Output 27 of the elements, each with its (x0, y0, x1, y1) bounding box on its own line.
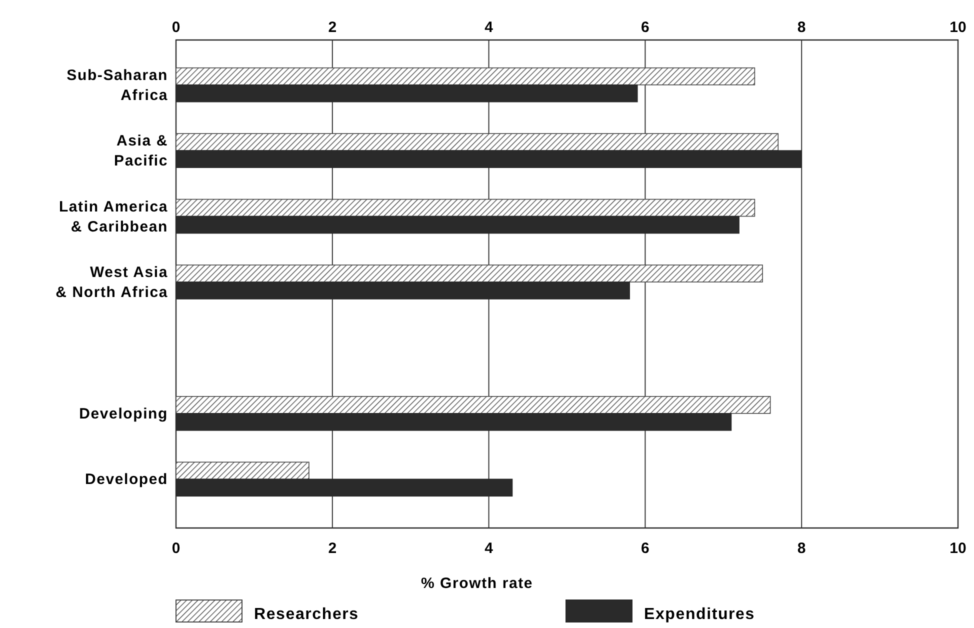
y-tick-label: Developed (84, 471, 168, 488)
bar (176, 462, 310, 480)
x-tick-label: 10 (950, 19, 966, 36)
bar (176, 133, 779, 151)
x2-tick-label: 8 (797, 540, 806, 557)
bar (176, 198, 756, 217)
legend-label: Expenditures (644, 606, 755, 623)
x-tick-label: 0 (172, 19, 180, 36)
x-axis-title: % Growth rate (420, 575, 534, 592)
x-tick-label: 2 (328, 19, 337, 36)
bar (176, 264, 763, 282)
legend-label: Researchers (254, 606, 359, 623)
x-tick-label: 4 (484, 19, 494, 36)
x-tick-label: 8 (797, 19, 806, 36)
y-tick-label: Asia & Pacific (114, 132, 168, 170)
y-tick-label: Sub-Saharan Africa (66, 66, 168, 104)
x-tick-label: 6 (641, 19, 650, 36)
bar (176, 396, 771, 414)
y-tick-label: Developing (79, 405, 168, 422)
x2-tick-label: 4 (484, 540, 494, 557)
x2-tick-label: 10 (950, 540, 966, 557)
y-tick-label: Latin America & Caribbean (58, 198, 168, 236)
x2-tick-label: 6 (641, 540, 650, 557)
bar (176, 67, 756, 86)
x2-tick-label: 2 (328, 540, 337, 557)
y-tick-label: West Asia & North Africa (56, 264, 168, 301)
x2-tick-label: 0 (172, 540, 180, 557)
